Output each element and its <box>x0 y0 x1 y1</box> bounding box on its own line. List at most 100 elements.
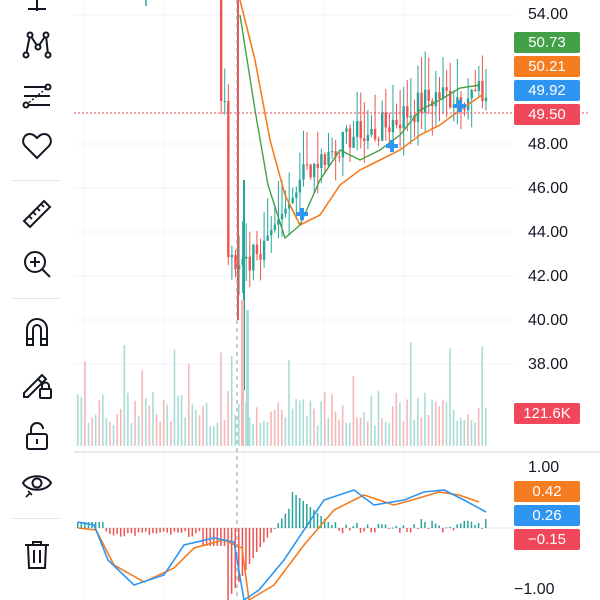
macd-histogram-bar <box>424 522 426 528</box>
ruler-tool[interactable] <box>14 194 60 234</box>
volume-bar <box>127 392 129 446</box>
volume-bar <box>381 418 383 446</box>
macd-histogram-bar <box>230 528 233 594</box>
candle-body <box>398 124 402 129</box>
eye-icon <box>21 475 53 498</box>
magnet-tool[interactable] <box>14 312 60 352</box>
volume-bar <box>263 420 265 446</box>
volume-bar <box>374 425 376 446</box>
price-tick: 42.00 <box>528 268 569 285</box>
volume-bar <box>198 415 201 446</box>
macd-histogram-bar <box>427 528 430 529</box>
lock-drawing-tool[interactable] <box>14 364 60 404</box>
volume-bar <box>152 392 154 446</box>
candle-body <box>302 164 305 180</box>
volume-bar <box>424 392 426 446</box>
volume-bar <box>323 392 326 446</box>
candle-body <box>391 119 395 133</box>
macd-histogram-bar <box>127 528 129 534</box>
ma-fast-price-badge: 50.73 <box>514 32 580 53</box>
zoom-tool[interactable] <box>14 244 60 284</box>
candle-body <box>305 164 309 166</box>
candle-body <box>416 92 420 123</box>
candle-body <box>237 265 241 270</box>
ma-slow-price-badge: 50.21 <box>514 56 580 77</box>
volume-bar <box>477 408 480 446</box>
candle-body <box>474 89 477 91</box>
candle-body <box>373 128 377 140</box>
volume-bar <box>205 402 208 446</box>
candle-body <box>248 256 251 271</box>
volume-bar <box>363 412 365 446</box>
macd-histogram-bar <box>238 528 240 582</box>
candle-body <box>477 80 481 91</box>
volume-bar <box>134 400 136 446</box>
volume-badge: 121.6K <box>514 403 580 424</box>
candle-body <box>370 128 373 135</box>
macd-histogram-bar <box>277 523 279 528</box>
macd-histogram-bar <box>349 528 351 531</box>
candle-body <box>277 219 280 225</box>
chart-area[interactable] <box>74 0 600 600</box>
fib-tool[interactable] <box>14 76 60 116</box>
macd-histogram-bar <box>384 524 387 528</box>
pattern-icon <box>22 31 52 59</box>
macd-histogram-bar <box>331 525 333 528</box>
macd-histogram-bar <box>381 524 383 528</box>
volume-bar <box>284 417 287 446</box>
volume-bar <box>202 406 204 446</box>
crosshair-tool[interactable] <box>14 0 60 20</box>
macd-histogram-bar <box>459 523 462 528</box>
macd-histogram-bar <box>223 528 226 546</box>
volume-bar <box>141 370 144 446</box>
volume-bar <box>434 401 437 446</box>
volume-bar <box>184 417 186 446</box>
candle-body <box>309 164 312 178</box>
macd-histogram-bar <box>366 524 369 528</box>
macd-histogram-bar <box>402 525 405 528</box>
macd-histogram-bar <box>320 516 322 528</box>
volume-bar <box>470 419 473 446</box>
volume-bar <box>349 422 351 446</box>
volume-bar <box>227 391 229 446</box>
volume-bar <box>427 414 430 446</box>
ruler-icon <box>22 199 52 229</box>
favorite-tool[interactable] <box>14 126 60 166</box>
lock-tool[interactable] <box>14 416 60 456</box>
volume-bar <box>148 405 151 446</box>
macd-histogram-bar <box>463 520 466 528</box>
macd-histogram-bar <box>391 527 394 529</box>
volume-bar <box>87 423 90 446</box>
candle-body <box>219 0 223 101</box>
volume-bar <box>259 422 262 446</box>
candle-body <box>463 108 466 111</box>
macd-histogram-bar <box>352 526 355 528</box>
pencil-lock-icon <box>23 373 52 399</box>
magnet-icon <box>26 318 48 346</box>
macd-histogram-bar <box>227 528 229 600</box>
fib-retracement-icon <box>22 83 52 109</box>
macd-histogram-bar <box>173 528 176 532</box>
delete-tool[interactable] <box>14 534 60 574</box>
macd-histogram-bar <box>137 528 140 533</box>
candle-body <box>334 151 337 157</box>
macd-histogram-bar <box>130 528 133 534</box>
candle-body <box>241 258 244 266</box>
price-tick: 38.00 <box>528 356 569 373</box>
volume-bar <box>467 414 469 446</box>
volume-bar <box>270 411 272 446</box>
volume-bar <box>162 399 165 446</box>
candle-body <box>291 197 294 204</box>
macd-histogram-bar <box>105 528 108 532</box>
hide-tool[interactable] <box>14 464 60 504</box>
chart-canvas[interactable] <box>74 0 600 600</box>
volume-bar <box>180 394 183 446</box>
macd-histogram-bar <box>248 528 251 564</box>
macd-histogram-bar <box>431 520 433 528</box>
candle-body <box>255 244 259 254</box>
candle-body <box>384 112 387 128</box>
macd-line <box>77 489 487 600</box>
macd-histogram-bar <box>485 519 487 528</box>
volume-bar <box>98 400 101 446</box>
pattern-tool[interactable] <box>14 24 60 64</box>
